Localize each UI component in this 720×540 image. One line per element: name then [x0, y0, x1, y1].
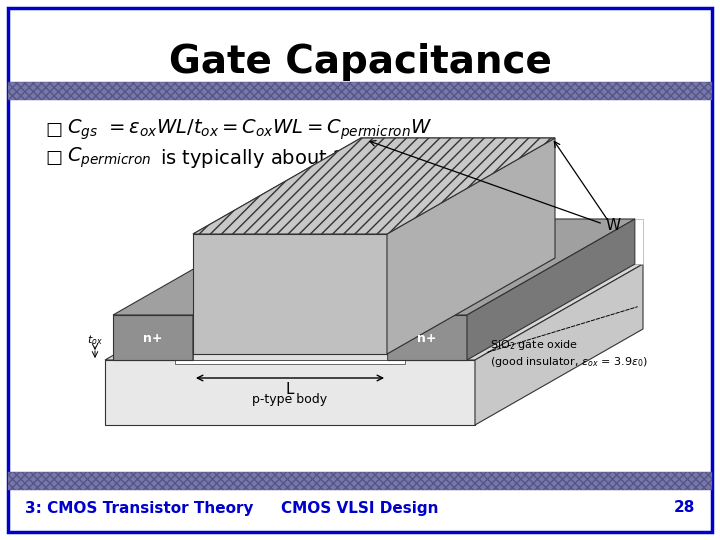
Text: 3: CMOS Transistor Theory: 3: CMOS Transistor Theory: [25, 501, 253, 516]
Polygon shape: [193, 219, 361, 360]
Text: Gate Capacitance: Gate Capacitance: [168, 43, 552, 81]
Polygon shape: [105, 360, 475, 425]
Text: SiO$_2$ gate oxide: SiO$_2$ gate oxide: [490, 338, 578, 352]
Polygon shape: [635, 219, 643, 264]
Text: CMOS VLSI Design: CMOS VLSI Design: [282, 501, 438, 516]
Text: n+: n+: [418, 332, 437, 345]
Polygon shape: [193, 138, 555, 234]
Polygon shape: [105, 264, 643, 360]
Text: is typically about 2 fF/$\mu$m (for L=0.6$\mu$): is typically about 2 fF/$\mu$m (for L=0.…: [160, 146, 533, 170]
Polygon shape: [387, 315, 467, 360]
Text: □: □: [45, 121, 62, 139]
Text: n+: n+: [143, 332, 163, 345]
Polygon shape: [193, 354, 387, 360]
Polygon shape: [475, 264, 643, 425]
Polygon shape: [193, 138, 555, 234]
Bar: [8, 82, 712, 100]
Text: $t_{ox}$: $t_{ox}$: [87, 333, 103, 347]
Text: L: L: [286, 382, 294, 397]
Polygon shape: [273, 219, 281, 264]
Polygon shape: [193, 258, 555, 354]
Polygon shape: [175, 360, 405, 364]
Polygon shape: [387, 138, 555, 354]
Text: $C_{gs}$: $C_{gs}$: [67, 118, 98, 142]
Polygon shape: [387, 219, 635, 315]
Text: 28: 28: [674, 501, 695, 516]
Text: □: □: [45, 149, 62, 167]
Text: (good insulator, $\varepsilon_{ox}$ = 3.9$\varepsilon_0$): (good insulator, $\varepsilon_{ox}$ = 3.…: [490, 355, 648, 369]
Text: p-type body: p-type body: [253, 394, 328, 407]
Text: $= \varepsilon_{ox}WL/t_{ox} = C_{ox}WL = C_{permicron}W$: $= \varepsilon_{ox}WL/t_{ox} = C_{ox}WL …: [105, 118, 432, 142]
Text: $C_{permicron}$: $C_{permicron}$: [67, 146, 152, 170]
Text: W: W: [605, 219, 620, 233]
Polygon shape: [113, 315, 193, 360]
Polygon shape: [193, 234, 387, 354]
Polygon shape: [113, 219, 361, 315]
Bar: [8, 472, 712, 490]
Polygon shape: [467, 219, 635, 360]
